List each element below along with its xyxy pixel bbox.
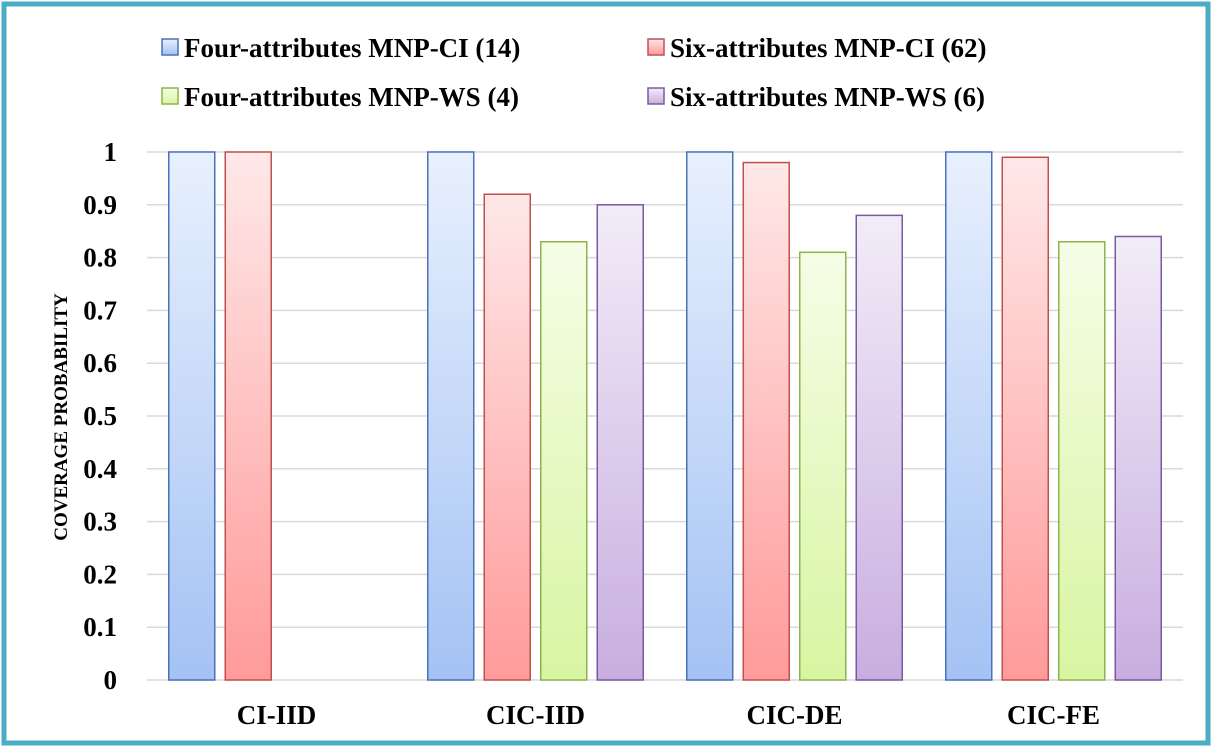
y-tick-label: 0 xyxy=(104,665,118,695)
legend-label: Four-attributes MNP-CI (14) xyxy=(184,33,520,63)
y-tick-label: 0.8 xyxy=(83,243,117,273)
legend-swatch xyxy=(161,38,179,56)
bar-cic-iid-six-attributes-mnp-ws-6 xyxy=(596,204,644,681)
y-tick-label: 0.7 xyxy=(83,295,117,325)
x-category-label: CIC-FE xyxy=(1007,700,1100,730)
y-tick-label: 1 xyxy=(104,137,118,167)
bar-cic-de-four-attributes-mnp-ci-14 xyxy=(686,151,734,681)
legend-item-4: Six-attributes MNP-WS (6) xyxy=(647,82,985,112)
x-category-label: CIC-DE xyxy=(746,700,842,730)
bar-cic-fe-six-attributes-mnp-ws-6 xyxy=(1114,235,1162,681)
bar-cic-fe-six-attributes-mnp-ci-62 xyxy=(1001,156,1049,681)
legend-label: Six-attributes MNP-WS (6) xyxy=(670,82,985,112)
x-axis-categories: CI-IID CIC-IID CIC-DE CIC-FE xyxy=(237,700,1100,730)
y-tick-label: 0.9 xyxy=(83,190,117,220)
y-tick-label: 0.1 xyxy=(83,612,117,642)
legend-swatch xyxy=(161,87,179,105)
legend-item-1: Four-attributes MNP-CI (14) xyxy=(161,33,520,63)
bar-ci-iid-six-attributes-mnp-ci-62 xyxy=(224,151,272,681)
x-category-label: CIC-IID xyxy=(486,700,585,730)
bars xyxy=(168,151,1162,681)
bar-cic-fe-four-attributes-mnp-ci-14 xyxy=(945,151,993,681)
y-tick-label: 0.3 xyxy=(83,507,117,537)
bar-cic-de-four-attributes-mnp-ws-4 xyxy=(799,251,847,681)
y-tick-label: 0.4 xyxy=(83,454,117,484)
legend-label: Four-attributes MNP-WS (4) xyxy=(184,82,519,112)
bar-cic-de-six-attributes-mnp-ws-6 xyxy=(855,214,903,681)
bar-ci-iid-four-attributes-mnp-ci-14 xyxy=(168,151,216,681)
y-tick-label: 0.5 xyxy=(83,401,117,431)
legend-item-2: Six-attributes MNP-CI (62) xyxy=(647,33,986,63)
legend-swatch xyxy=(647,38,665,56)
legend: Four-attributes MNP-CI (14) Six-attribute… xyxy=(161,33,986,112)
y-axis-ticks: 0 0.1 0.2 0.3 0.4 0.5 0.6 0.7 0.8 0.9 1 xyxy=(83,137,117,695)
bar-cic-de-six-attributes-mnp-ci-62 xyxy=(742,161,790,681)
y-tick-label: 0.2 xyxy=(83,559,117,589)
y-axis-title: COVERAGE PROBABILITY xyxy=(51,293,72,541)
legend-label: Six-attributes MNP-CI (62) xyxy=(670,33,986,63)
bar-cic-iid-four-attributes-mnp-ci-14 xyxy=(427,151,475,681)
bar-cic-fe-four-attributes-mnp-ws-4 xyxy=(1058,241,1106,681)
legend-swatch xyxy=(647,87,665,105)
bar-cic-iid-four-attributes-mnp-ws-4 xyxy=(540,241,588,681)
legend-item-3: Four-attributes MNP-WS (4) xyxy=(161,82,519,112)
y-tick-label: 0.6 xyxy=(83,348,117,378)
x-category-label: CI-IID xyxy=(237,700,317,730)
bar-cic-iid-six-attributes-mnp-ci-62 xyxy=(483,193,531,681)
